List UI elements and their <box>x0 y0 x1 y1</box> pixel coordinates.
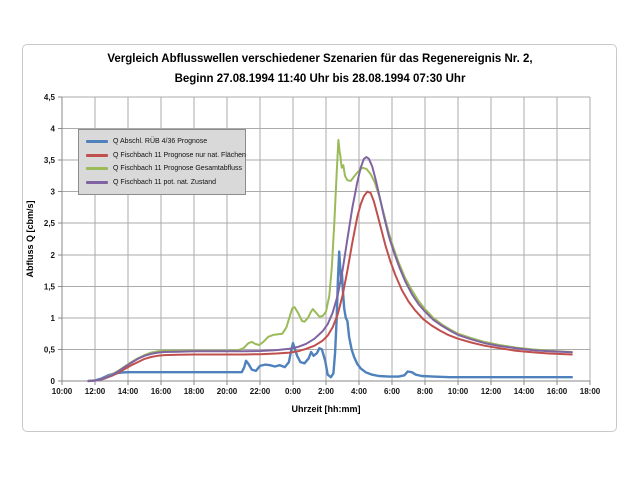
series-line <box>87 190 573 382</box>
x-tick-label: 14:00 <box>118 387 139 396</box>
x-tick-label: 12:00 <box>481 387 502 396</box>
chart-frame <box>22 44 617 432</box>
x-tick-label: 20:00 <box>217 387 238 396</box>
x-tick-label: 10:00 <box>448 387 469 396</box>
y-tick-label: 4 <box>51 125 56 134</box>
legend-line-swatch <box>86 180 108 184</box>
legend-item-label: Q Fischbach 11 Prognose Gesamtabfluss <box>113 165 243 173</box>
chart-title-line1: Vergleich Abflusswellen verschiedener Sz… <box>107 53 533 65</box>
chart-title: Vergleich Abflusswellen verschiedener Sz… <box>22 49 618 89</box>
legend-item: Q Fischbach 11 Prognose Gesamtabfluss <box>86 162 243 176</box>
legend-item-label: Q Abschl. RÜB 4/36 Prognose <box>113 138 208 146</box>
x-tick-label: 18:00 <box>580 387 601 396</box>
x-tick-label: 2:00 <box>318 387 335 396</box>
series-line <box>87 156 573 382</box>
x-tick-label: 6:00 <box>384 387 401 396</box>
y-tick-label: 1 <box>51 314 56 323</box>
legend-item: Q Fischbach 11 Prognose nur nat. Flächen <box>86 149 246 163</box>
y-tick-label: 0,5 <box>44 345 56 354</box>
x-tick-label: 14:00 <box>514 387 535 396</box>
x-axis-title: Uhrzeit [hh:mm] <box>291 404 361 414</box>
y-tick-label: 2 <box>51 251 56 260</box>
y-tick-label: 3,5 <box>44 156 56 165</box>
chart-title-line2: Beginn 27.08.1994 11:40 Uhr bis 28.08.19… <box>174 73 466 85</box>
legend-line-swatch <box>86 167 108 171</box>
x-tick-label: 18:00 <box>184 387 205 396</box>
x-tick-label: 16:00 <box>151 387 172 396</box>
y-tick-label: 3 <box>51 188 56 197</box>
x-tick-label: 10:00 <box>52 387 73 396</box>
x-tick-label: 8:00 <box>417 387 434 396</box>
x-tick-label: 22:00 <box>250 387 271 396</box>
legend-item: Q Fischbach 11 pot. nat. Zustand <box>86 176 241 190</box>
y-axis-title: Abfluss Q [cbm/s] <box>25 200 35 278</box>
x-tick-label: 0:00 <box>285 387 302 396</box>
legend-item-label: Q Fischbach 11 Prognose nur nat. Flächen <box>113 151 246 159</box>
y-tick-label: 4,5 <box>44 93 56 102</box>
legend: Q Abschl. RÜB 4/36 Prognose Q Fischbach 1… <box>78 129 246 195</box>
x-tick-label: 4:00 <box>351 387 368 396</box>
legend-item-label: Q Fischbach 11 pot. nat. Zustand <box>113 178 216 186</box>
x-tick-label: 12:00 <box>85 387 106 396</box>
x-tick-label: 16:00 <box>547 387 568 396</box>
legend-item: Q Abschl. RÜB 4/36 Prognose <box>86 135 241 149</box>
legend-line-swatch <box>86 140 108 144</box>
legend-line-swatch <box>86 153 108 157</box>
y-tick-label: 2,5 <box>44 219 56 228</box>
series-line <box>87 250 573 383</box>
y-tick-label: 0 <box>51 377 56 386</box>
y-tick-label: 1,5 <box>44 282 56 291</box>
